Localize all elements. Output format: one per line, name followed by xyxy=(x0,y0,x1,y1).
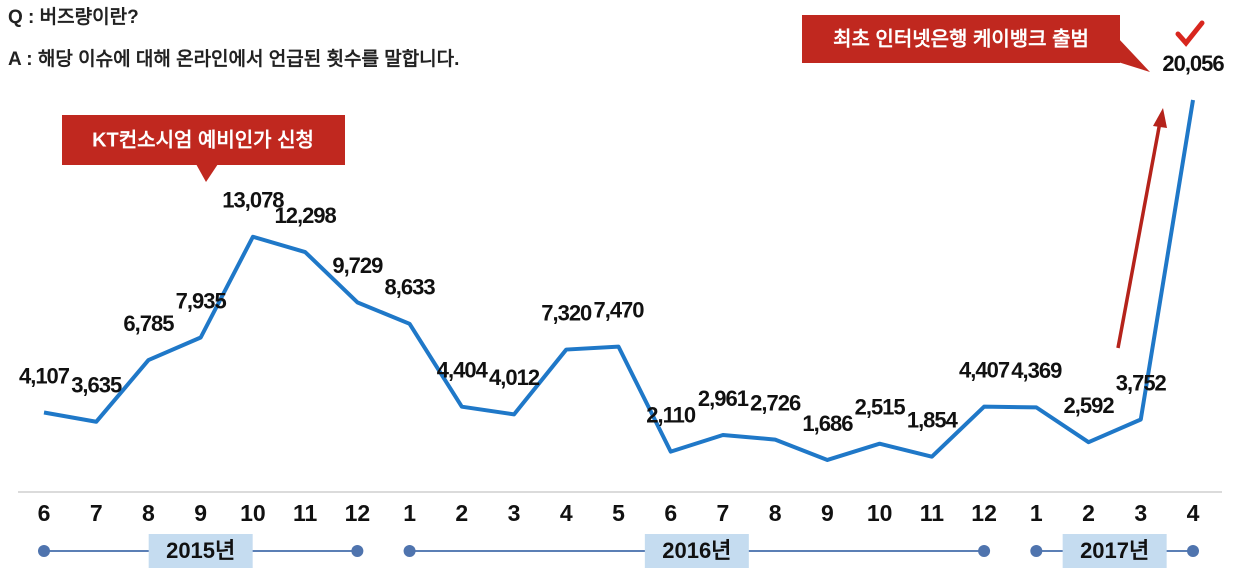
value-label: 4,012 xyxy=(489,365,540,390)
x-tick-label: 1 xyxy=(1030,500,1043,526)
value-label: 7,935 xyxy=(176,288,227,313)
answer: A : 해당 이슈에 대해 온라인에서 언급된 횟수를 말합니다. xyxy=(8,48,459,70)
value-label: 20,056 xyxy=(1162,51,1224,76)
annotation-pointer xyxy=(196,164,218,182)
value-label: 6,785 xyxy=(123,311,174,336)
year-span-dot xyxy=(978,545,991,557)
annotation-kbank: 최초 인터넷은행 케이뱅크 출범 xyxy=(802,15,1150,72)
x-tick-label: 4 xyxy=(560,500,573,526)
value-label: 13,078 xyxy=(222,188,284,213)
value-label: 12,298 xyxy=(274,203,336,228)
data-line xyxy=(43,99,1195,462)
annotation-text: 최초 인터넷은행 케이뱅크 출범 xyxy=(833,27,1089,50)
x-tick-label: 6 xyxy=(664,500,677,526)
x-tick-label: 9 xyxy=(821,500,834,526)
annotation-box xyxy=(802,15,1120,63)
x-tick-label: 8 xyxy=(769,500,782,526)
value-label: 1,686 xyxy=(802,411,853,436)
annotation-text: KT컨소시엄 예비인가 신청 xyxy=(92,128,314,151)
x-tick-label: 7 xyxy=(717,500,730,526)
value-label: 7,470 xyxy=(593,297,644,322)
trend-arrow xyxy=(1116,121,1162,349)
year-label: 2016년 xyxy=(662,538,731,563)
year-label-box xyxy=(644,534,749,568)
x-tick-label: 8 xyxy=(142,500,155,526)
value-label: 1,854 xyxy=(907,407,959,432)
year-label: 2017년 xyxy=(1080,538,1149,563)
x-tick-label: 5 xyxy=(612,500,625,526)
year-span-dot xyxy=(1187,545,1199,557)
value-label: 7,320 xyxy=(541,300,592,325)
trend-arrowhead xyxy=(1153,108,1167,128)
x-tick-label: 2 xyxy=(455,500,468,526)
value-label: 3,752 xyxy=(1116,370,1167,395)
value-label: 2,515 xyxy=(855,395,906,420)
value-label: 9,729 xyxy=(332,253,383,278)
value-label: 4,404 xyxy=(437,358,489,383)
x-tick-label: 11 xyxy=(293,500,318,526)
year-label: 2015년 xyxy=(166,538,235,563)
value-label: 3,635 xyxy=(71,373,122,398)
value-label: 4,407 xyxy=(959,357,1010,382)
year-span-dot xyxy=(38,545,50,557)
value-label: 2,726 xyxy=(750,390,801,415)
x-tick-label: 10 xyxy=(240,500,266,526)
x-tick-label: 12 xyxy=(345,500,371,526)
value-label: 2,110 xyxy=(646,402,696,427)
annotation-pointer xyxy=(1118,38,1150,72)
x-tick-label: 11 xyxy=(920,500,945,526)
year-label-box xyxy=(1062,534,1167,568)
year-span-dot xyxy=(403,545,416,557)
question: Q : 버즈량이란? xyxy=(8,6,139,28)
value-label: 4,369 xyxy=(1011,358,1062,383)
x-tick-label: 3 xyxy=(1134,500,1147,526)
x-tick-label: 12 xyxy=(971,500,997,526)
year-span-dot xyxy=(351,545,364,557)
year-label-box xyxy=(148,534,253,568)
x-tick-label: 6 xyxy=(38,500,51,526)
x-tick-label: 2 xyxy=(1082,500,1095,526)
year-span-dot xyxy=(1030,545,1043,557)
annotation-box xyxy=(62,115,345,165)
value-label: 2,592 xyxy=(1064,393,1115,418)
value-label: 8,633 xyxy=(385,275,436,300)
value-label: 2,961 xyxy=(698,386,749,411)
x-tick-label: 1 xyxy=(403,500,416,526)
x-tick-label: 4 xyxy=(1187,500,1200,526)
x-tick-label: 7 xyxy=(90,500,103,526)
x-tick-label: 3 xyxy=(508,500,521,526)
value-label: 4,107 xyxy=(19,363,70,388)
check-icon xyxy=(1175,20,1205,47)
x-tick-label: 9 xyxy=(194,500,207,526)
x-tick-label: 10 xyxy=(867,500,893,526)
annotation-kt: KT컨소시엄 예비인가 신청 xyxy=(62,115,345,182)
